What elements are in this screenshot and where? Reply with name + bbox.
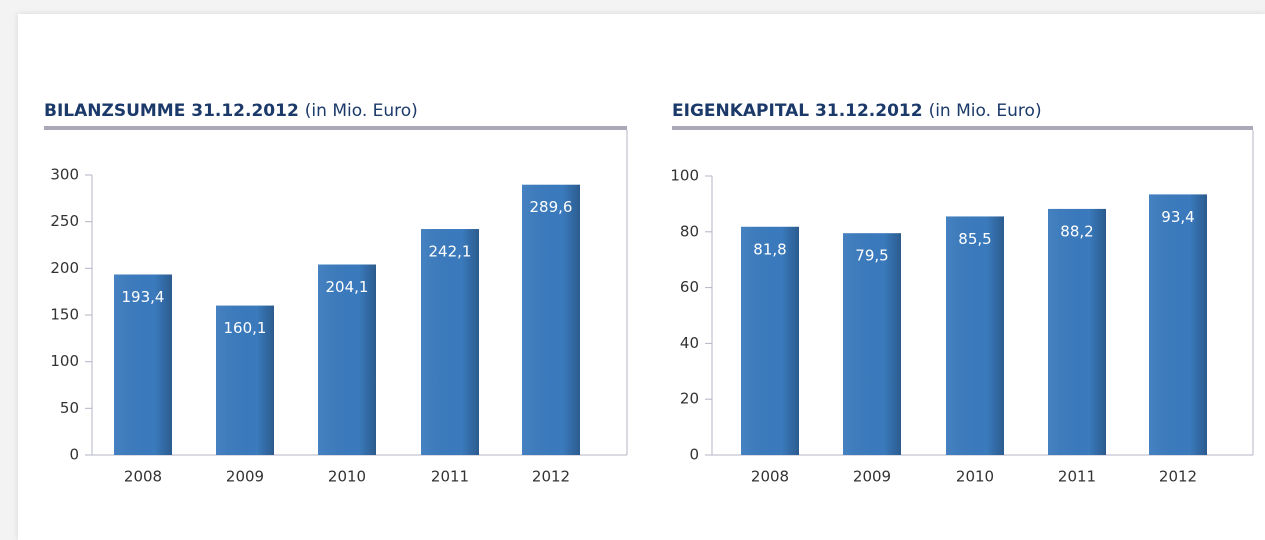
x-tick-label: 2009 [853, 468, 891, 486]
bar-shade [1149, 194, 1207, 455]
bar-shade [318, 264, 376, 455]
y-tick-label: 200 [50, 259, 79, 277]
value-label: 160,1 [224, 319, 267, 337]
title-unit: (in Mio. Euro) [305, 101, 418, 121]
y-tick-label: 250 [50, 212, 79, 230]
y-tick-label: 20 [680, 390, 699, 408]
bar-shade [216, 305, 274, 455]
x-tick-label: 2008 [751, 468, 789, 486]
y-tick-label: 300 [50, 166, 79, 184]
bar-shade [421, 229, 479, 455]
title-rule [672, 126, 1253, 130]
value-label: 88,2 [1060, 222, 1093, 240]
value-label: 242,1 [429, 243, 472, 261]
chart-title: EIGENKAPITAL 31.12.2012 (in Mio. Euro) [672, 101, 1042, 121]
title-unit: (in Mio. Euro) [929, 101, 1042, 121]
title-main: BILANZSUMME 31.12.2012 [44, 101, 299, 121]
x-tick-label: 2010 [328, 468, 366, 486]
bar-shade [843, 233, 901, 455]
bar-shade [522, 184, 580, 455]
y-tick-label: 80 [680, 222, 699, 240]
bar-shade [114, 274, 172, 455]
bar-shade [741, 226, 799, 455]
y-tick-label: 100 [670, 167, 699, 185]
title-main: EIGENKAPITAL 31.12.2012 [672, 101, 923, 121]
y-tick-label: 100 [50, 352, 79, 370]
x-tick-label: 2010 [956, 468, 994, 486]
y-tick-label: 50 [60, 399, 79, 417]
x-tick-label: 2008 [124, 468, 162, 486]
value-label: 85,5 [958, 230, 991, 248]
value-label: 204,1 [326, 278, 369, 296]
bar-shade [946, 216, 1004, 455]
value-label: 193,4 [122, 288, 165, 306]
x-tick-label: 2011 [1058, 468, 1096, 486]
x-tick-label: 2012 [1159, 468, 1197, 486]
bar-shade [1048, 208, 1106, 455]
chart-title: BILANZSUMME 31.12.2012 (in Mio. Euro) [44, 101, 418, 121]
x-tick-label: 2012 [532, 468, 570, 486]
y-tick-label: 40 [680, 334, 699, 352]
x-tick-label: 2011 [431, 468, 469, 486]
y-tick-label: 0 [69, 446, 79, 464]
y-tick-label: 60 [680, 278, 699, 296]
y-tick-label: 150 [50, 306, 79, 324]
x-tick-label: 2009 [226, 468, 264, 486]
value-label: 93,4 [1161, 208, 1194, 226]
y-tick-label: 0 [689, 446, 699, 464]
value-label: 289,6 [530, 198, 573, 216]
value-label: 81,8 [753, 240, 786, 258]
value-label: 79,5 [855, 247, 888, 265]
title-rule [44, 126, 627, 130]
